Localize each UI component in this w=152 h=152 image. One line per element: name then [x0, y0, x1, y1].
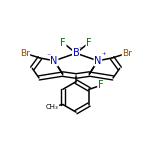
Text: N: N: [94, 56, 102, 66]
Text: F: F: [86, 38, 92, 48]
Text: ⁻: ⁻: [79, 44, 83, 53]
Text: F: F: [60, 38, 66, 48]
Text: ⁺: ⁺: [102, 51, 106, 60]
Text: F: F: [98, 81, 103, 90]
Text: Br: Br: [20, 49, 30, 58]
Text: CH₃: CH₃: [46, 104, 59, 110]
Text: N: N: [50, 56, 58, 66]
Text: ⁻: ⁻: [46, 51, 51, 60]
Text: B: B: [73, 48, 79, 58]
Text: Br: Br: [122, 49, 132, 58]
